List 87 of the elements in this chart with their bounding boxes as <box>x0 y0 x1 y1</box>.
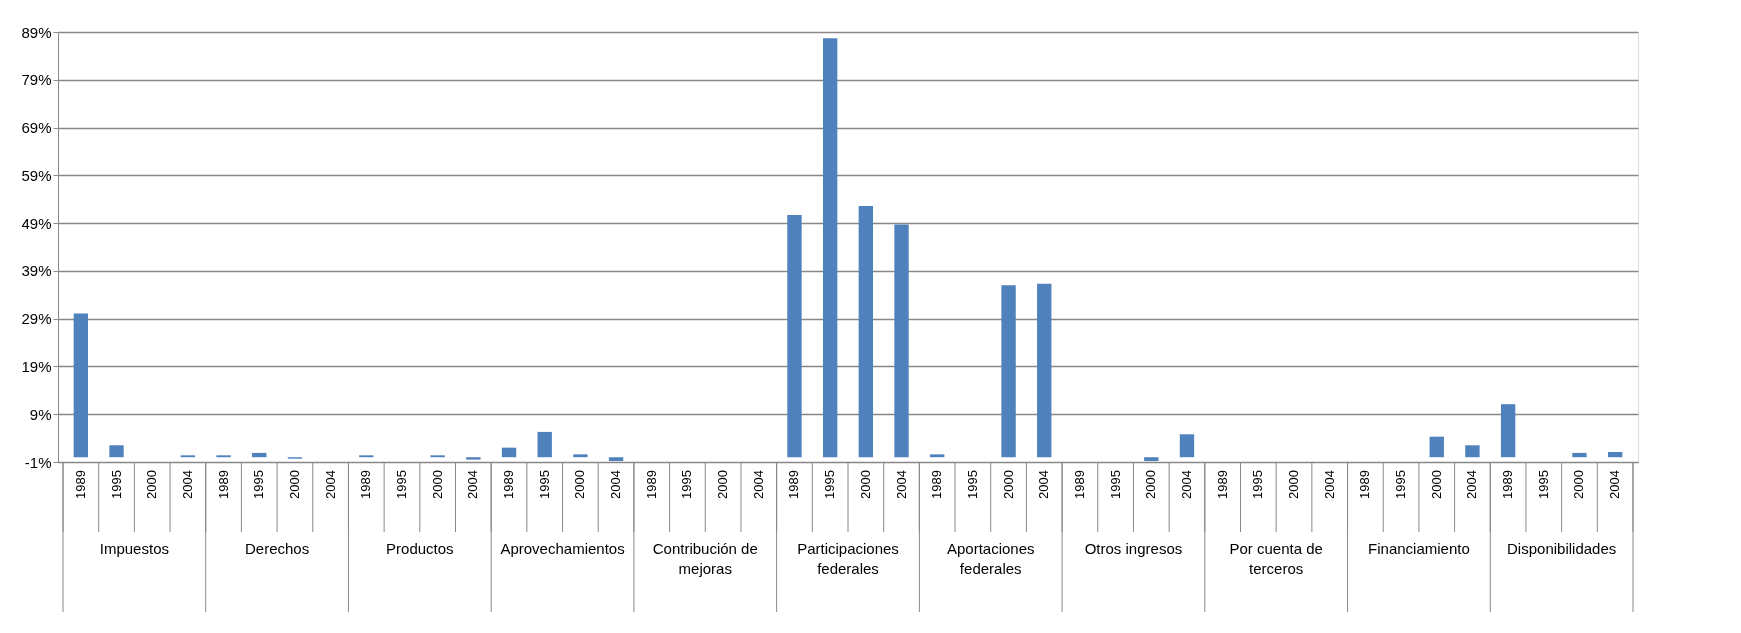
text: Disponibilidades <box>1507 540 1617 557</box>
bar <box>1144 457 1159 462</box>
bar <box>501 447 517 458</box>
text: Aportaciones federales <box>946 540 1035 577</box>
x-tick-label: 1989 <box>1214 470 1230 499</box>
x-tick-label: 1995 <box>964 470 980 499</box>
bar <box>466 457 481 460</box>
x-tick-label: 1995 <box>1250 470 1266 499</box>
text: Por cuenta de terceros <box>1229 540 1323 577</box>
y-tick-label: 69% <box>21 119 52 137</box>
x-tick-label: 2004 <box>1464 470 1480 499</box>
x-tick-label: 2000 <box>1571 470 1587 499</box>
x-tick-label: 1995 <box>108 470 124 499</box>
bar <box>787 214 802 458</box>
x-tick-label: 2000 <box>572 470 588 499</box>
x-tick-label: 2004 <box>179 470 195 499</box>
x-tick-label: 1995 <box>251 470 267 499</box>
y-tick-label: 9% <box>29 405 52 423</box>
bar <box>608 457 624 462</box>
bar <box>1001 285 1016 458</box>
bar <box>858 205 874 458</box>
x-tick-label: 2000 <box>715 470 731 499</box>
x-tick-label: 2000 <box>429 470 445 499</box>
x-tick-label: 2000 <box>286 470 302 499</box>
x-tick-label: 2004 <box>750 470 766 499</box>
x-tick-label: 2000 <box>1286 470 1302 499</box>
bar <box>1179 434 1195 458</box>
x-tick-label: 2004 <box>465 470 481 499</box>
x-tick-label: 2004 <box>1178 470 1194 499</box>
bar <box>1607 451 1623 458</box>
text: Otros ingresos <box>1084 540 1183 557</box>
x-tick-label: 1989 <box>358 470 374 499</box>
x-tick-label: 1995 <box>679 470 695 499</box>
x-tick-label: 2004 <box>608 470 624 499</box>
x-tick-label: 2004 <box>322 470 338 499</box>
y-tick-label: 29% <box>21 310 52 328</box>
bar <box>1572 452 1587 458</box>
bar <box>894 224 909 458</box>
x-tick-label: 2000 <box>857 470 873 499</box>
x-tick-label: 1995 <box>393 470 409 499</box>
text: Participaciones federales <box>797 540 899 577</box>
bar <box>73 313 89 458</box>
x-tick-label: 2000 <box>1143 470 1159 499</box>
bar <box>537 431 552 458</box>
y-tick-label: 59% <box>21 166 52 184</box>
text: Derechos <box>244 540 310 557</box>
x-tick-label: 2000 <box>1428 470 1444 499</box>
x-tick-label: 1989 <box>929 470 945 499</box>
x-tick-label: 2004 <box>1036 470 1052 499</box>
text: Aprovechamientos <box>500 540 625 557</box>
x-tick-label: 1995 <box>536 470 552 499</box>
text: Impuestos <box>99 540 169 557</box>
x-tick-label: 2004 <box>893 470 909 499</box>
y-tick-label: 89% <box>21 23 52 41</box>
x-tick-label: 1995 <box>1107 470 1123 499</box>
bar <box>822 38 838 458</box>
x-tick-label: 1989 <box>1500 470 1516 499</box>
x-tick-label: 1995 <box>822 470 838 499</box>
y-tick-label: 49% <box>21 214 52 232</box>
bar <box>1500 404 1516 458</box>
bar <box>1465 445 1480 458</box>
text: Financiamiento <box>1368 540 1470 557</box>
x-tick-label: 1989 <box>1357 470 1373 499</box>
y-tick-label: 79% <box>21 71 52 89</box>
x-tick-label: 1989 <box>1071 470 1087 499</box>
bar <box>930 454 945 458</box>
x-tick-label: 1989 <box>786 470 802 499</box>
x-tick-label: 2004 <box>1607 470 1623 499</box>
x-tick-label: 1989 <box>501 470 517 499</box>
x-tick-label: 2004 <box>1321 470 1337 499</box>
bar <box>1037 283 1052 458</box>
x-tick-label: 1995 <box>1535 470 1551 499</box>
x-tick-label: 1989 <box>643 470 659 499</box>
y-tick-label: 39% <box>21 262 52 280</box>
bar <box>1429 436 1444 458</box>
x-tick-label: 1995 <box>1393 470 1409 499</box>
x-tick-label: 1989 <box>72 470 88 499</box>
x-tick-label: 2000 <box>144 470 160 499</box>
bar <box>109 445 124 458</box>
text: Contribución de mejoras <box>652 540 758 577</box>
x-tick-label: 1989 <box>215 470 231 499</box>
x-tick-label: 2000 <box>1000 470 1016 499</box>
y-tick-label: -1% <box>24 453 52 471</box>
y-tick-label: 19% <box>21 357 52 375</box>
bar <box>573 454 588 458</box>
bar <box>252 452 267 458</box>
text: Productos <box>386 540 454 557</box>
